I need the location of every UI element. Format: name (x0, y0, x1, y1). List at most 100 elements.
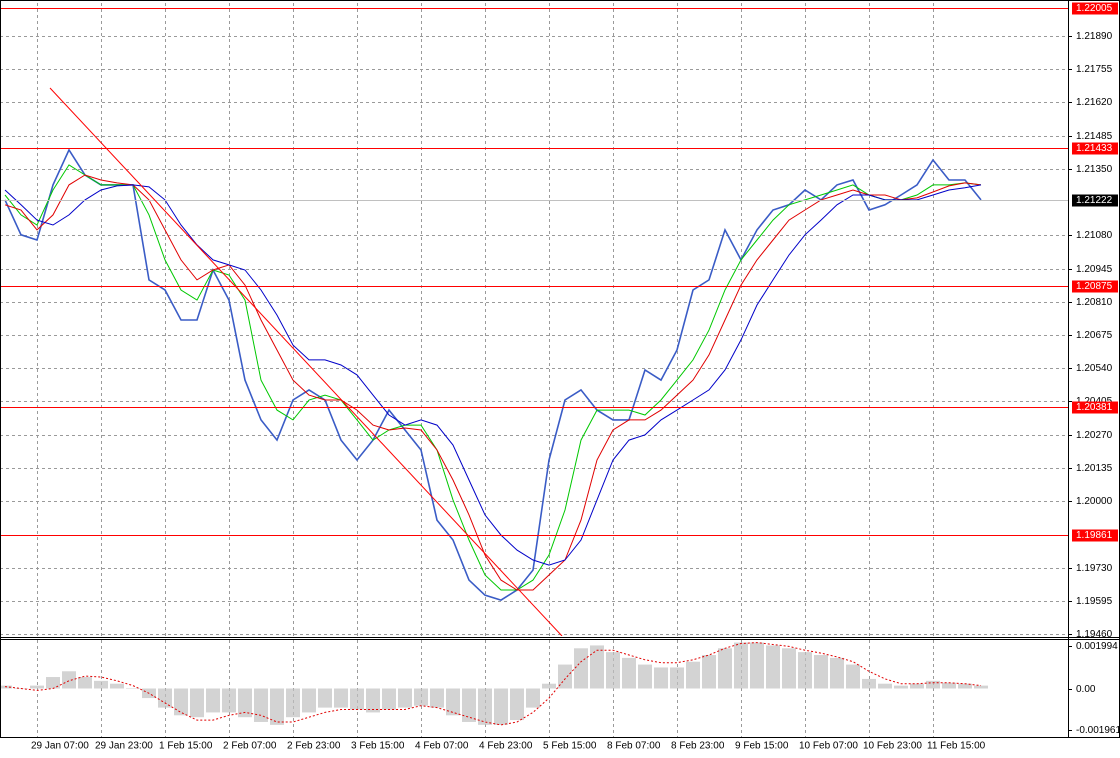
y-tick-label: 1.19460 (1076, 629, 1113, 640)
histogram-bar (366, 688, 380, 713)
histogram-bar (510, 688, 524, 721)
histogram-bar (542, 683, 556, 689)
histogram-bar (190, 688, 204, 718)
y-tick-label: -0.001961 (1076, 725, 1120, 736)
histogram-bar (494, 688, 508, 725)
histogram-bar (718, 648, 732, 689)
price-pane (1, 3, 1068, 636)
histogram-bar (430, 688, 444, 708)
x-tick-label: 4 Feb 23:00 (479, 741, 533, 752)
histogram-bar (302, 688, 316, 713)
histogram-bar (126, 688, 140, 689)
histogram-bar (910, 683, 924, 689)
histogram-bar (670, 667, 684, 689)
histogram-bar (334, 688, 348, 708)
level-label-box (1072, 401, 1118, 414)
y-tick-label: 1.19595 (1076, 596, 1113, 607)
x-tick-label: 4 Feb 07:00 (415, 741, 469, 752)
y-tick-label: 1.21080 (1076, 230, 1113, 241)
level-label: 1.21433 (1076, 143, 1113, 154)
y-tick-label: 1.21350 (1076, 164, 1113, 175)
y-tick-label: 1.20135 (1076, 463, 1113, 474)
y-tick-label: 1.21755 (1076, 64, 1113, 75)
histogram-bar (446, 688, 460, 716)
histogram-bar (654, 667, 668, 689)
level-label-box (1072, 2, 1118, 15)
histogram-bar (606, 652, 620, 689)
x-tick-label: 10 Feb 23:00 (863, 741, 922, 752)
axes: 29 Jan 07:00 29 Jan 23:00 1 Feb 15:00 2 Feb… (31, 2, 1120, 752)
histogram-bar (622, 657, 636, 689)
histogram-bar (62, 671, 76, 689)
histogram-bar (30, 685, 44, 689)
histogram-bar (462, 688, 476, 722)
histogram-bar (46, 677, 60, 689)
level-label-box (1072, 280, 1118, 293)
x-tick-label: 8 Feb 23:00 (671, 741, 725, 752)
x-tick-label: 29 Jan 07:00 (31, 741, 89, 752)
histogram-bar (958, 683, 972, 689)
histogram-bar (222, 688, 236, 713)
level-label: 1.20381 (1076, 402, 1113, 413)
histogram-bar (110, 683, 124, 689)
y-tick-label: 1.20945 (1076, 264, 1113, 275)
y-tick-label: 1.20540 (1076, 363, 1113, 374)
histogram-bar (94, 680, 108, 689)
histogram-bar (702, 655, 716, 689)
histogram-bar (238, 688, 252, 718)
histogram-bar (942, 682, 956, 689)
histogram-bar (894, 685, 908, 689)
histogram-bar (286, 688, 300, 718)
histogram-bar (862, 678, 876, 689)
x-tick-label: 29 Jan 23:00 (95, 741, 153, 752)
histogram-bar (846, 664, 860, 689)
y-tick-label: 1.19730 (1076, 563, 1113, 574)
x-tick-label: 10 Feb 07:00 (799, 741, 858, 752)
level-label: 1.22005 (1076, 3, 1113, 14)
y-tick-label: 1.20000 (1076, 496, 1113, 507)
current-price-box (1072, 194, 1118, 207)
macd-pane (1, 640, 988, 737)
histogram-bar (782, 648, 796, 689)
histogram-bar (270, 688, 284, 725)
histogram-bar (590, 645, 604, 689)
histogram-bar (638, 664, 652, 689)
moving-average (4, 164, 982, 591)
y-tick-label: 1.20675 (1076, 330, 1113, 341)
level-label: 1.19861 (1076, 530, 1113, 541)
y-tick-label: 0.001994 (1076, 641, 1118, 652)
y-tick-label: 1.20810 (1076, 297, 1113, 308)
level-label-box (1072, 142, 1118, 155)
x-tick-label: 8 Feb 07:00 (607, 741, 661, 752)
histogram-bar (318, 688, 332, 708)
y-tick-label: 1.21890 (1076, 31, 1113, 42)
trendline (49, 87, 563, 636)
histogram-bar (78, 677, 92, 689)
y-tick-label: 1.20270 (1076, 430, 1113, 441)
price-line (4, 148, 982, 601)
level-label-box (1072, 529, 1118, 542)
y-tick-label: 0.00 (1076, 684, 1096, 695)
histogram-bar (798, 652, 812, 689)
x-tick-label: 9 Feb 15:00 (735, 741, 789, 752)
moving-average (4, 174, 982, 591)
x-tick-label: 2 Feb 23:00 (287, 741, 341, 752)
histogram-bar (574, 648, 588, 689)
histogram-bar (254, 688, 268, 722)
histogram-bar (974, 685, 988, 689)
histogram-bar (206, 688, 220, 713)
x-tick-label: 5 Feb 15:00 (543, 741, 597, 752)
x-tick-label: 3 Feb 15:00 (351, 741, 405, 752)
histogram-bar (926, 680, 940, 689)
histogram-bar (382, 688, 396, 710)
y-tick-label: 1.21620 (1076, 97, 1113, 108)
histogram-bar (878, 683, 892, 689)
y-tick-label: 1.21485 (1076, 131, 1113, 142)
histogram-bar (686, 661, 700, 689)
current-price-label: 1.21222 (1076, 195, 1113, 206)
histogram-bar (158, 688, 172, 708)
histogram-bar (526, 688, 540, 708)
histogram-bar (734, 642, 748, 689)
histogram-bar (814, 655, 828, 689)
